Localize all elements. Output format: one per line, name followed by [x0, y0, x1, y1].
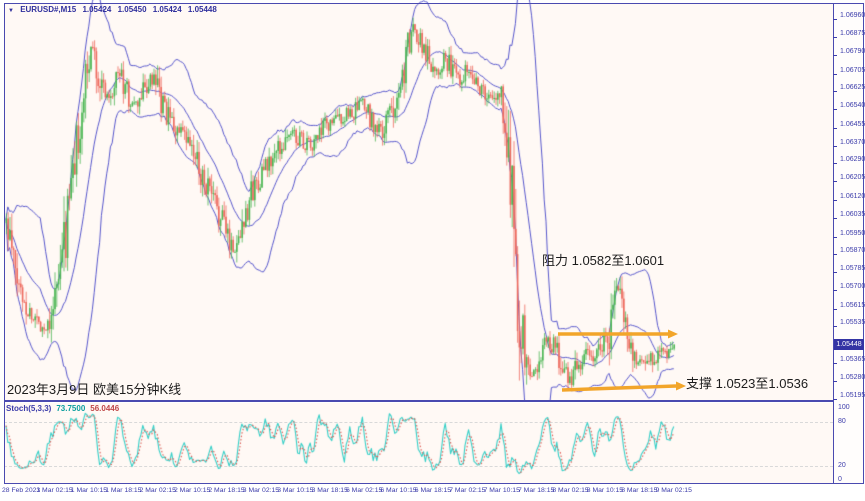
- price-tick-label: 1.06120: [840, 192, 865, 200]
- time-tick-label: 6 Mar 18:15: [414, 487, 452, 494]
- price-tick-label: 1.05280: [840, 374, 865, 382]
- time-tick-label: 1 Mar 10:15: [70, 487, 108, 494]
- price-tick-label: 1.06875: [840, 29, 865, 37]
- price-tick-mark: [833, 73, 837, 75]
- symbol-label: EURUSD#,M15: [20, 5, 77, 14]
- price-tick-mark: [833, 236, 837, 238]
- stoch-scale-label: 80: [838, 418, 846, 426]
- time-axis-separator-line: [4, 483, 864, 484]
- price-tick-mark: [833, 109, 837, 111]
- time-tick-label: 1 Mar 18:15: [105, 487, 142, 494]
- main-chart-canvas[interactable]: [0, 0, 833, 401]
- price-tick-mark: [833, 163, 837, 165]
- price-tick-mark: [833, 55, 837, 57]
- price-tick-mark: [833, 127, 837, 129]
- stochastic-label: Stoch(5,3,3) 73.7500 56.0446: [6, 404, 119, 413]
- price-tick-label: 1.05535: [840, 319, 865, 327]
- time-tick-label: 7 Mar 02:15: [449, 487, 486, 494]
- symbol-dropdown-icon[interactable]: ▼: [8, 8, 14, 14]
- price-tick-label: 1.06540: [840, 102, 865, 110]
- low-value: 1.05424: [152, 5, 182, 14]
- price-tick-mark: [833, 36, 837, 38]
- window-border-right: [863, 3, 864, 483]
- date-note-annotation: 2023年3月9日 欧美15分钟K线: [7, 382, 182, 397]
- time-tick-label: 2 Mar 18:15: [208, 487, 245, 494]
- price-tick-label: 1.06705: [840, 66, 865, 74]
- price-axis[interactable]: 1.06960 1.06875 1.06790 1.06705 1.06625 1.065…: [833, 3, 865, 483]
- time-tick-label: 28 Feb 2023: [2, 487, 41, 494]
- price-tick-mark: [833, 90, 837, 92]
- stochastic-name: Stoch(5,3,3): [6, 404, 52, 413]
- time-tick-label: 7 Mar 18:15: [518, 487, 555, 494]
- price-tick-label: 1.06790: [840, 48, 865, 56]
- window-border-left: [4, 3, 5, 483]
- time-tick-label: 3 Mar 10:15: [277, 487, 314, 494]
- price-tick-label: 1.05785: [840, 265, 865, 273]
- price-tick-label: 1.06205: [840, 174, 865, 182]
- time-tick-label: 8 Mar 18:15: [621, 487, 658, 494]
- price-tick-label: 1.05365: [840, 355, 865, 363]
- price-tick-label: 1.06455: [840, 120, 865, 128]
- price-tick-mark: [833, 253, 837, 255]
- time-tick-label: 8 Mar 10:15: [586, 487, 624, 494]
- price-tick-mark: [833, 218, 837, 220]
- price-tick-mark: [833, 362, 837, 364]
- price-tick-mark: [833, 399, 837, 401]
- resistance-annotation: 阻力 1.0582至1.0601: [542, 253, 665, 268]
- stoch-scale-label: 0: [838, 476, 842, 483]
- current-price-badge: 1.05448: [834, 338, 864, 350]
- price-tick-mark: [833, 326, 837, 328]
- price-tick-label: 1.05950: [840, 229, 865, 237]
- price-tick-label: 1.05195: [840, 392, 865, 400]
- price-tick-mark: [833, 199, 837, 201]
- price-tick-mark: [833, 272, 837, 274]
- price-tick-mark: [833, 145, 837, 147]
- price-tick-mark: [833, 308, 837, 310]
- support-annotation: 支撑 1.0523至1.0536: [686, 376, 809, 391]
- price-tick-mark: [833, 290, 837, 292]
- price-tick-mark: [833, 18, 837, 20]
- high-value: 1.05450: [117, 5, 147, 14]
- price-tick-label: 1.05700: [840, 283, 865, 291]
- time-tick-label: 6 Mar 10:15: [380, 487, 417, 494]
- price-tick-label: 1.06625: [840, 83, 865, 91]
- time-tick-label: 7 Mar 10:15: [483, 487, 520, 494]
- stoch-scale-label: 100: [838, 404, 850, 411]
- time-tick-label: 6 Mar 02:15: [346, 487, 383, 494]
- time-tick-label: 3 Mar 02:15: [242, 487, 280, 494]
- time-tick-label: 3 Mar 18:15: [311, 487, 348, 494]
- close-value: 1.05448: [187, 5, 217, 14]
- time-tick-label: 2 Mar 02:15: [139, 487, 176, 494]
- price-tick-label: 1.06035: [840, 211, 865, 219]
- time-tick-label: 1 Mar 02:15: [36, 487, 73, 494]
- window-border-top: [4, 3, 864, 4]
- stochastic-canvas[interactable]: [0, 403, 833, 483]
- price-tick-label: 1.05870: [840, 246, 865, 254]
- price-tick-mark: [833, 381, 837, 383]
- time-tick-label: 2 Mar 10:15: [174, 487, 211, 494]
- price-tick-label: 1.05615: [840, 301, 865, 309]
- price-tick-mark: [833, 181, 837, 183]
- price-tick-label: 1.06370: [840, 138, 865, 146]
- stochastic-signal-value: 56.0446: [90, 404, 120, 413]
- indicator-separator-line[interactable]: [4, 400, 833, 402]
- time-tick-label: 9 Mar 02:15: [655, 487, 692, 494]
- stoch-scale-label: 20: [838, 461, 846, 469]
- price-axis-background: [834, 3, 864, 483]
- time-axis[interactable]: 28 Feb 2023 1 Mar 02:15 1 Mar 10:15 1 Mar 1…: [0, 483, 865, 501]
- symbol-ohlc-header: ▼ EURUSD#,M15 1.05424 1.05450 1.05424 1.…: [8, 5, 221, 14]
- stochastic-main-value: 73.7500: [56, 404, 86, 413]
- time-tick-label: 8 Mar 02:15: [552, 487, 589, 494]
- price-tick-label: 1.06290: [840, 156, 865, 164]
- price-tick-label: 1.06960: [840, 11, 865, 19]
- open-value: 1.05424: [82, 5, 112, 14]
- axis-separator-line[interactable]: [833, 3, 834, 483]
